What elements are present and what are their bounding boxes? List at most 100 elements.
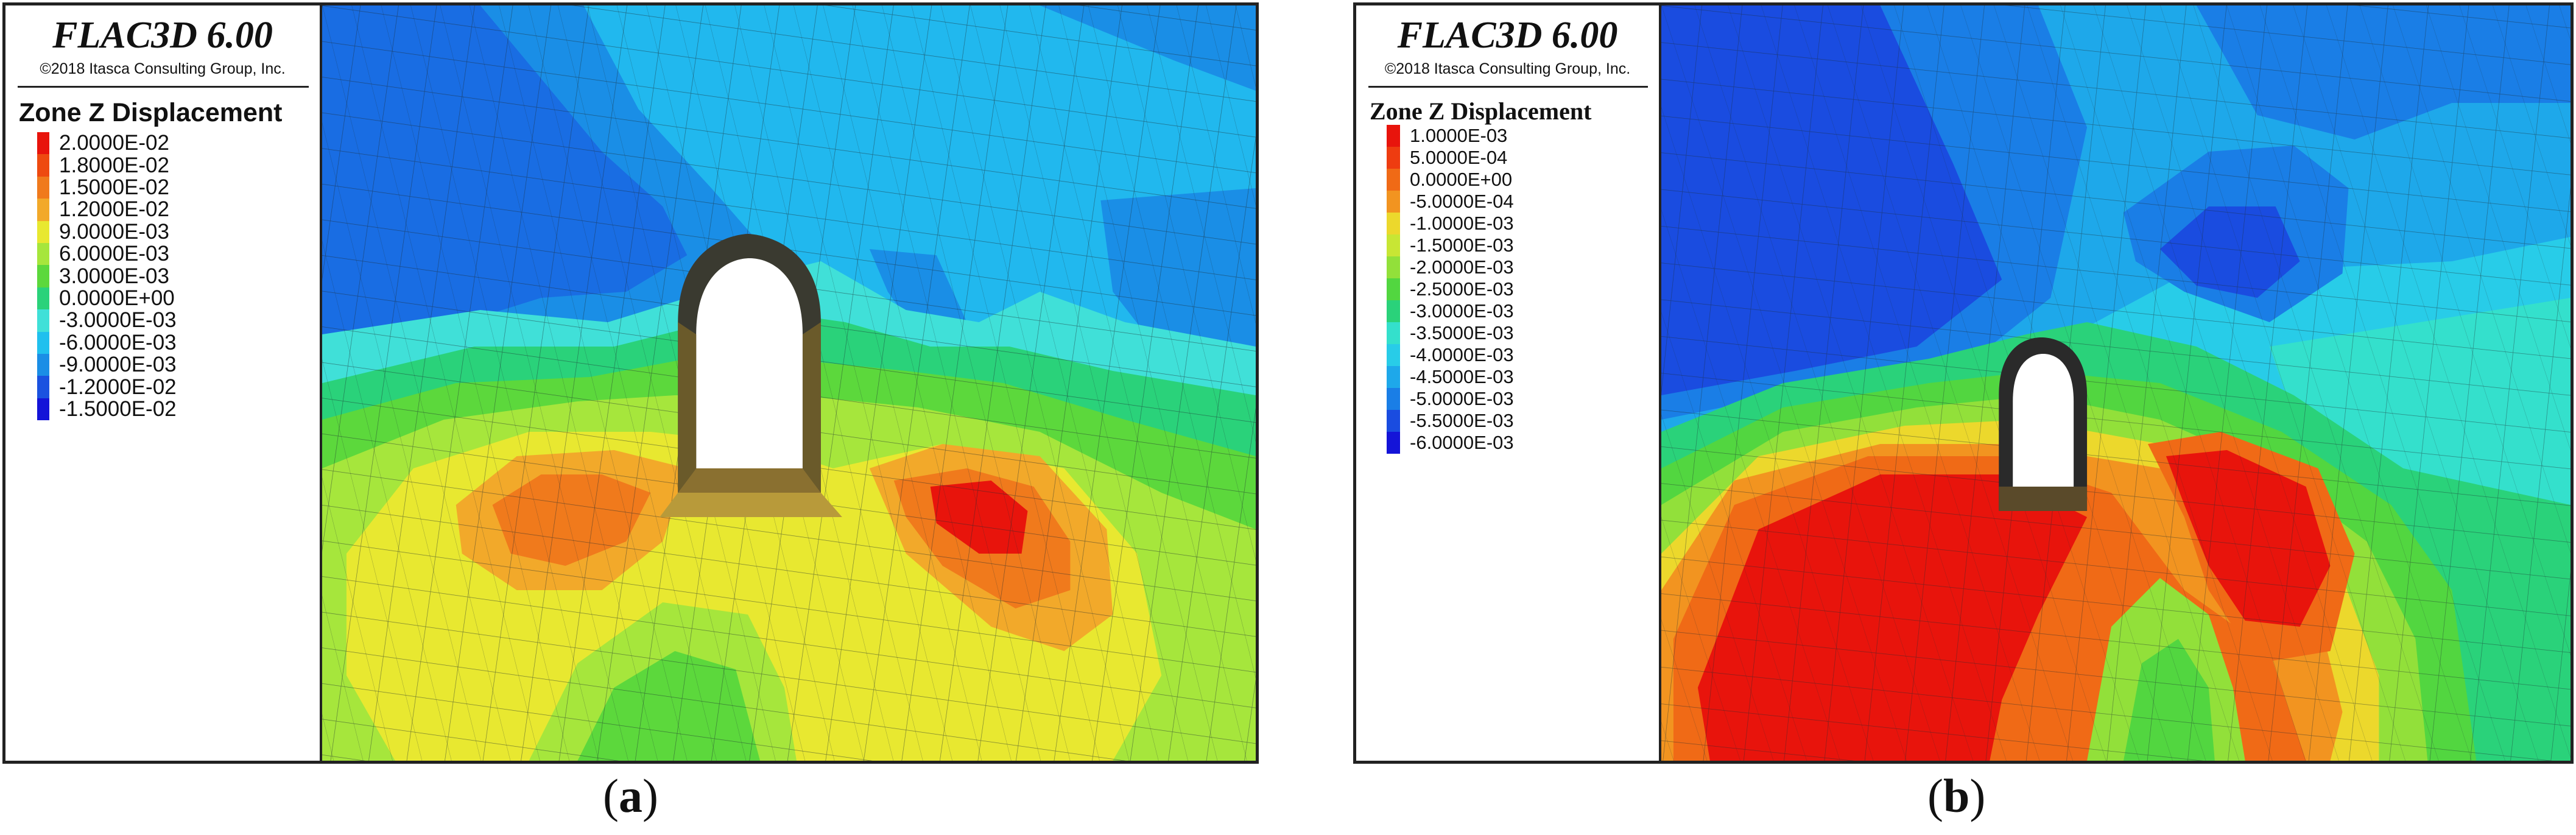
legend-divider	[18, 86, 309, 88]
tunnel-opening	[696, 258, 803, 468]
legend-item: -3.0000E-03	[1387, 300, 1514, 322]
legend-item: -1.5000E-03	[1387, 234, 1514, 256]
legend-label: -1.0000E-03	[1410, 213, 1514, 234]
caption-letter: a	[618, 769, 642, 822]
legend-swatch	[37, 309, 49, 332]
legend-title: Zone Z Displacement	[1370, 97, 1592, 125]
legend-item: 6.0000E-03	[37, 242, 177, 266]
legend-swatch	[37, 176, 49, 199]
legend-swatch	[37, 287, 49, 310]
copyright-text: ©2018 Itasca Consulting Group, Inc.	[1384, 60, 1631, 77]
legend-item: 9.0000E-03	[37, 220, 177, 244]
legend-item: 3.0000E-03	[37, 264, 177, 288]
legend-swatch	[1387, 388, 1400, 410]
legend-swatch	[1387, 213, 1400, 234]
legend-swatch	[37, 265, 49, 287]
legend-label: -3.0000E-03	[59, 308, 177, 333]
caption-close: )	[1969, 769, 1986, 822]
legend-label: 0.0000E+00	[1410, 169, 1513, 190]
legend-swatch	[1387, 344, 1400, 366]
legend-item: -1.5000E-02	[37, 396, 177, 421]
contour-plot-a	[322, 5, 1256, 761]
legend-item: 1.2000E-02	[37, 197, 177, 222]
legend-label: -3.0000E-03	[1410, 300, 1514, 322]
legend-item: 5.0000E-04	[1387, 147, 1514, 169]
mesh-overlay	[1661, 5, 2571, 761]
legend-label: 3.0000E-03	[59, 264, 169, 288]
legend-item: -4.0000E-03	[1387, 344, 1514, 366]
panel-a: FLAC3D 6.00 ©2018 Itasca Consulting Grou…	[2, 2, 1259, 764]
legend-item: 0.0000E+00	[37, 286, 177, 310]
legend-swatch	[1387, 322, 1400, 344]
legend-item: -5.5000E-03	[1387, 410, 1514, 432]
legend-item: -6.0000E-03	[1387, 432, 1514, 454]
legend-swatch	[1387, 125, 1400, 147]
legend-label: -1.5000E-02	[59, 396, 177, 421]
legend-list: 1.0000E-03 5.0000E-04 0.0000E+00 -5.0000…	[1387, 125, 1514, 454]
legend-label: -5.0000E-03	[1410, 388, 1514, 409]
legend-swatch	[37, 376, 49, 398]
legend-swatch	[1387, 147, 1400, 169]
legend-label: 1.2000E-02	[59, 197, 169, 222]
copyright-text: ©2018 Itasca Consulting Group, Inc.	[40, 60, 286, 77]
legend-swatch	[37, 242, 49, 266]
legend-label: -4.0000E-03	[1410, 344, 1514, 365]
legend-label: -1.2000E-02	[59, 375, 177, 399]
legend-panel-a: FLAC3D 6.00 ©2018 Itasca Consulting Grou…	[5, 5, 322, 761]
legend-label: 1.5000E-02	[59, 175, 169, 199]
legend-item: -5.0000E-04	[1387, 191, 1514, 213]
tunnel-floor	[660, 493, 842, 517]
app-name: FLAC3D 6.00	[1397, 15, 1618, 56]
legend-item: -3.0000E-03	[37, 308, 177, 333]
legend-label: -5.5000E-03	[1410, 410, 1514, 431]
legend-label: 1.8000E-02	[59, 153, 169, 177]
tunnel-invert	[678, 468, 821, 493]
legend-label: -5.0000E-04	[1410, 191, 1514, 212]
legend-item: -3.5000E-03	[1387, 322, 1514, 344]
legend-item: -6.0000E-03	[37, 330, 177, 354]
legend-title: Zone Z Displacement	[19, 98, 283, 127]
legend-label: -1.5000E-03	[1410, 234, 1514, 256]
legend-item: -9.0000E-03	[37, 353, 177, 377]
legend-list: 2.0000E-02 1.8000E-02 1.5000E-02 1.2000E…	[37, 131, 177, 421]
legend-swatch	[37, 154, 49, 177]
legend-label: 1.0000E-03	[1410, 125, 1508, 146]
legend-panel-b: FLAC3D 6.00 ©2018 Itasca Consulting Grou…	[1356, 5, 1661, 761]
legend-label: -3.5000E-03	[1410, 322, 1514, 344]
legend-swatch	[1387, 300, 1400, 322]
legend-swatch	[37, 132, 49, 155]
legend-label: -2.0000E-03	[1410, 256, 1514, 278]
legend-label: -9.0000E-03	[59, 353, 177, 377]
legend-label: 5.0000E-04	[1410, 147, 1508, 168]
legend-swatch	[37, 220, 49, 243]
contour-plot-b	[1661, 5, 2571, 761]
legend-label: -2.5000E-03	[1410, 278, 1514, 300]
legend-swatch	[37, 199, 49, 221]
legend-swatch	[1387, 191, 1400, 213]
legend-swatch	[37, 398, 49, 421]
app-name: FLAC3D 6.00	[52, 15, 273, 56]
caption-a: (a)	[603, 769, 658, 823]
legend-swatch	[1387, 234, 1400, 256]
legend-item: -1.0000E-03	[1387, 213, 1514, 234]
legend-swatch	[37, 353, 49, 376]
legend-swatch	[1387, 169, 1400, 191]
legend-label: -4.5000E-03	[1410, 366, 1514, 387]
legend-swatch	[1387, 278, 1400, 300]
legend-label: -6.0000E-03	[59, 330, 177, 354]
legend-item: 1.8000E-02	[37, 153, 177, 177]
legend-item: -2.5000E-03	[1387, 278, 1514, 300]
legend-label: 0.0000E+00	[59, 286, 175, 310]
legend-swatch	[1387, 410, 1400, 432]
legend-swatch	[37, 331, 49, 354]
legend-swatch	[1387, 366, 1400, 388]
legend-swatch	[1387, 432, 1400, 454]
tunnel-wall	[802, 322, 821, 493]
caption-open: (	[1927, 769, 1943, 822]
legend-item: 1.0000E-03	[1387, 125, 1514, 147]
caption-open: (	[603, 769, 619, 822]
legend-item: 0.0000E+00	[1387, 169, 1514, 191]
legend-item: 1.5000E-02	[37, 175, 177, 199]
tunnel-opening	[2013, 354, 2074, 487]
legend-label: 6.0000E-03	[59, 242, 169, 266]
